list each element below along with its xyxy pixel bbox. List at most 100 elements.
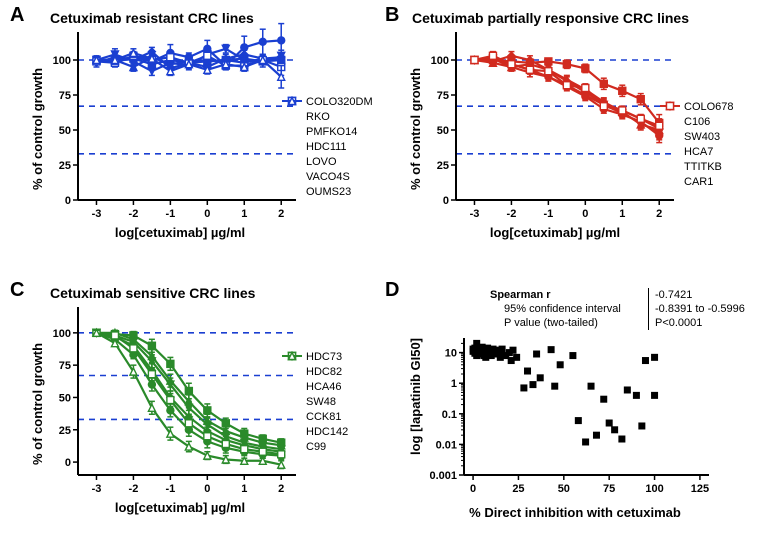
svg-text:125: 125 (691, 483, 709, 495)
legend-label: HDC111 (306, 140, 347, 155)
svg-text:0: 0 (582, 208, 588, 220)
stats-labels: Spearman r 95% confidence interval P val… (490, 288, 621, 330)
svg-text:75: 75 (59, 90, 71, 102)
svg-text:25: 25 (59, 160, 71, 172)
svg-text:25: 25 (437, 160, 449, 172)
legend-label: HDC82 (306, 365, 342, 380)
legend-a: COLO320DMRKOPMFKO14HDC111LOVOVACO4SOUMS2… (282, 95, 373, 200)
svg-text:-2: -2 (129, 208, 139, 220)
legend-label: PMFKO14 (306, 125, 357, 140)
svg-text:0.1: 0.1 (442, 409, 457, 421)
legend-label: C99 (306, 440, 326, 455)
svg-text:100: 100 (431, 55, 449, 67)
legend-label: SW403 (684, 130, 720, 145)
svg-text:1: 1 (619, 208, 625, 220)
stat-val-r: -0.7421 (655, 288, 745, 302)
legend-label: OUMS23 (306, 185, 351, 200)
panel-title-a: Cetuximab resistant CRC lines (50, 10, 254, 26)
svg-text:2: 2 (656, 208, 662, 220)
panel-letter-a: A (10, 4, 24, 27)
svg-text:50: 50 (437, 125, 449, 137)
svg-text:10: 10 (445, 348, 457, 360)
panel-letter-d: D (385, 279, 399, 302)
legend-label: HCA46 (306, 380, 341, 395)
svg-text:100: 100 (53, 328, 71, 340)
legend-item: CAR1 (660, 175, 734, 190)
stat-val-p: P<0.0001 (655, 316, 745, 330)
svg-text:-2: -2 (507, 208, 517, 220)
legend-item: HCA7 (660, 145, 734, 160)
svg-text:100: 100 (645, 483, 663, 495)
svg-text:-1: -1 (543, 208, 553, 220)
figure-root: A B C D Cetuximab resistant CRC lines Ce… (0, 0, 768, 539)
svg-text:-3: -3 (470, 208, 480, 220)
legend-label: LOVO (306, 155, 337, 170)
stat-val-ci: -0.8391 to -0.5996 (655, 302, 745, 316)
legend-item: RKO (282, 110, 373, 125)
svg-text:25: 25 (512, 483, 524, 495)
legend-item: LOVO (282, 155, 373, 170)
svg-text:50: 50 (59, 392, 71, 404)
svg-text:1: 1 (241, 208, 247, 220)
chart-b: 0 25 50 75 100 -3 -2 -1 0 1 2 (424, 28, 679, 228)
legend-label: TTITKB (684, 160, 722, 175)
legend-label: COLO320DM (306, 95, 373, 110)
ylabel-c: % of control growth (30, 343, 45, 465)
legend-item: OUMS23 (282, 185, 373, 200)
svg-text:0: 0 (443, 195, 449, 207)
svg-text:-1: -1 (165, 208, 175, 220)
legend-label: RKO (306, 110, 330, 125)
panel-letter-b: B (385, 4, 399, 27)
svg-text:50: 50 (558, 483, 570, 495)
svg-text:75: 75 (603, 483, 615, 495)
legend-item: SW48 (282, 395, 348, 410)
svg-text:2: 2 (278, 208, 284, 220)
panel-letter-c: C (10, 279, 24, 302)
legend-label: HDC73 (306, 350, 342, 365)
stats-values: -0.7421 -0.8391 to -0.5996 P<0.0001 (648, 288, 745, 330)
legend-item: HDC111 (282, 140, 373, 155)
legend-label: COLO678 (684, 100, 734, 115)
panel-title-c: Cetuximab sensitive CRC lines (50, 285, 255, 301)
svg-text:0.001: 0.001 (429, 470, 457, 482)
legend-label: HCA7 (684, 145, 713, 160)
svg-text:0: 0 (65, 457, 71, 469)
legend-item: HCA46 (282, 380, 348, 395)
legend-c: HDC73HDC82HCA46SW48CCK81HDC142C99 (282, 350, 348, 455)
legend-item: VACO4S (282, 170, 373, 185)
svg-text:-3: -3 (92, 208, 102, 220)
svg-text:0.01: 0.01 (436, 439, 457, 451)
legend-b: COLO678C106SW403HCA7TTITKBCAR1 (660, 100, 734, 190)
legend-label: VACO4S (306, 170, 350, 185)
xlabel-d: % Direct inhibition with cetuximab (445, 505, 705, 520)
chart-c: 0255075100-3-2-1012 (46, 303, 301, 503)
ylabel-d: log [lapatinib GI50] (408, 338, 423, 455)
legend-label: C106 (684, 115, 710, 130)
svg-text:50: 50 (59, 125, 71, 137)
svg-text:-1: -1 (165, 483, 175, 495)
svg-text:0: 0 (470, 483, 476, 495)
legend-label: CCK81 (306, 410, 341, 425)
svg-text:1: 1 (451, 378, 457, 390)
legend-item: C99 (282, 440, 348, 455)
ylabel-a: % of control growth (30, 68, 45, 190)
legend-label: CAR1 (684, 175, 713, 190)
svg-text:25: 25 (59, 425, 71, 437)
svg-text:100: 100 (53, 55, 71, 67)
svg-text:2: 2 (278, 483, 284, 495)
legend-item: HDC142 (282, 425, 348, 440)
legend-item: TTITKB (660, 160, 734, 175)
legend-item: SW403 (660, 130, 734, 145)
svg-text:75: 75 (59, 360, 71, 372)
svg-text:-3: -3 (92, 483, 102, 495)
stat-label-r: Spearman r (490, 288, 621, 302)
legend-label: HDC142 (306, 425, 348, 440)
svg-text:-2: -2 (129, 483, 139, 495)
stat-label-p: P value (two-tailed) (490, 316, 621, 330)
legend-item: CCK81 (282, 410, 348, 425)
panel-title-b: Cetuximab partially responsive CRC lines (412, 10, 689, 26)
legend-label: SW48 (306, 395, 336, 410)
svg-text:0: 0 (65, 195, 71, 207)
svg-text:0: 0 (204, 483, 210, 495)
svg-text:75: 75 (437, 90, 449, 102)
